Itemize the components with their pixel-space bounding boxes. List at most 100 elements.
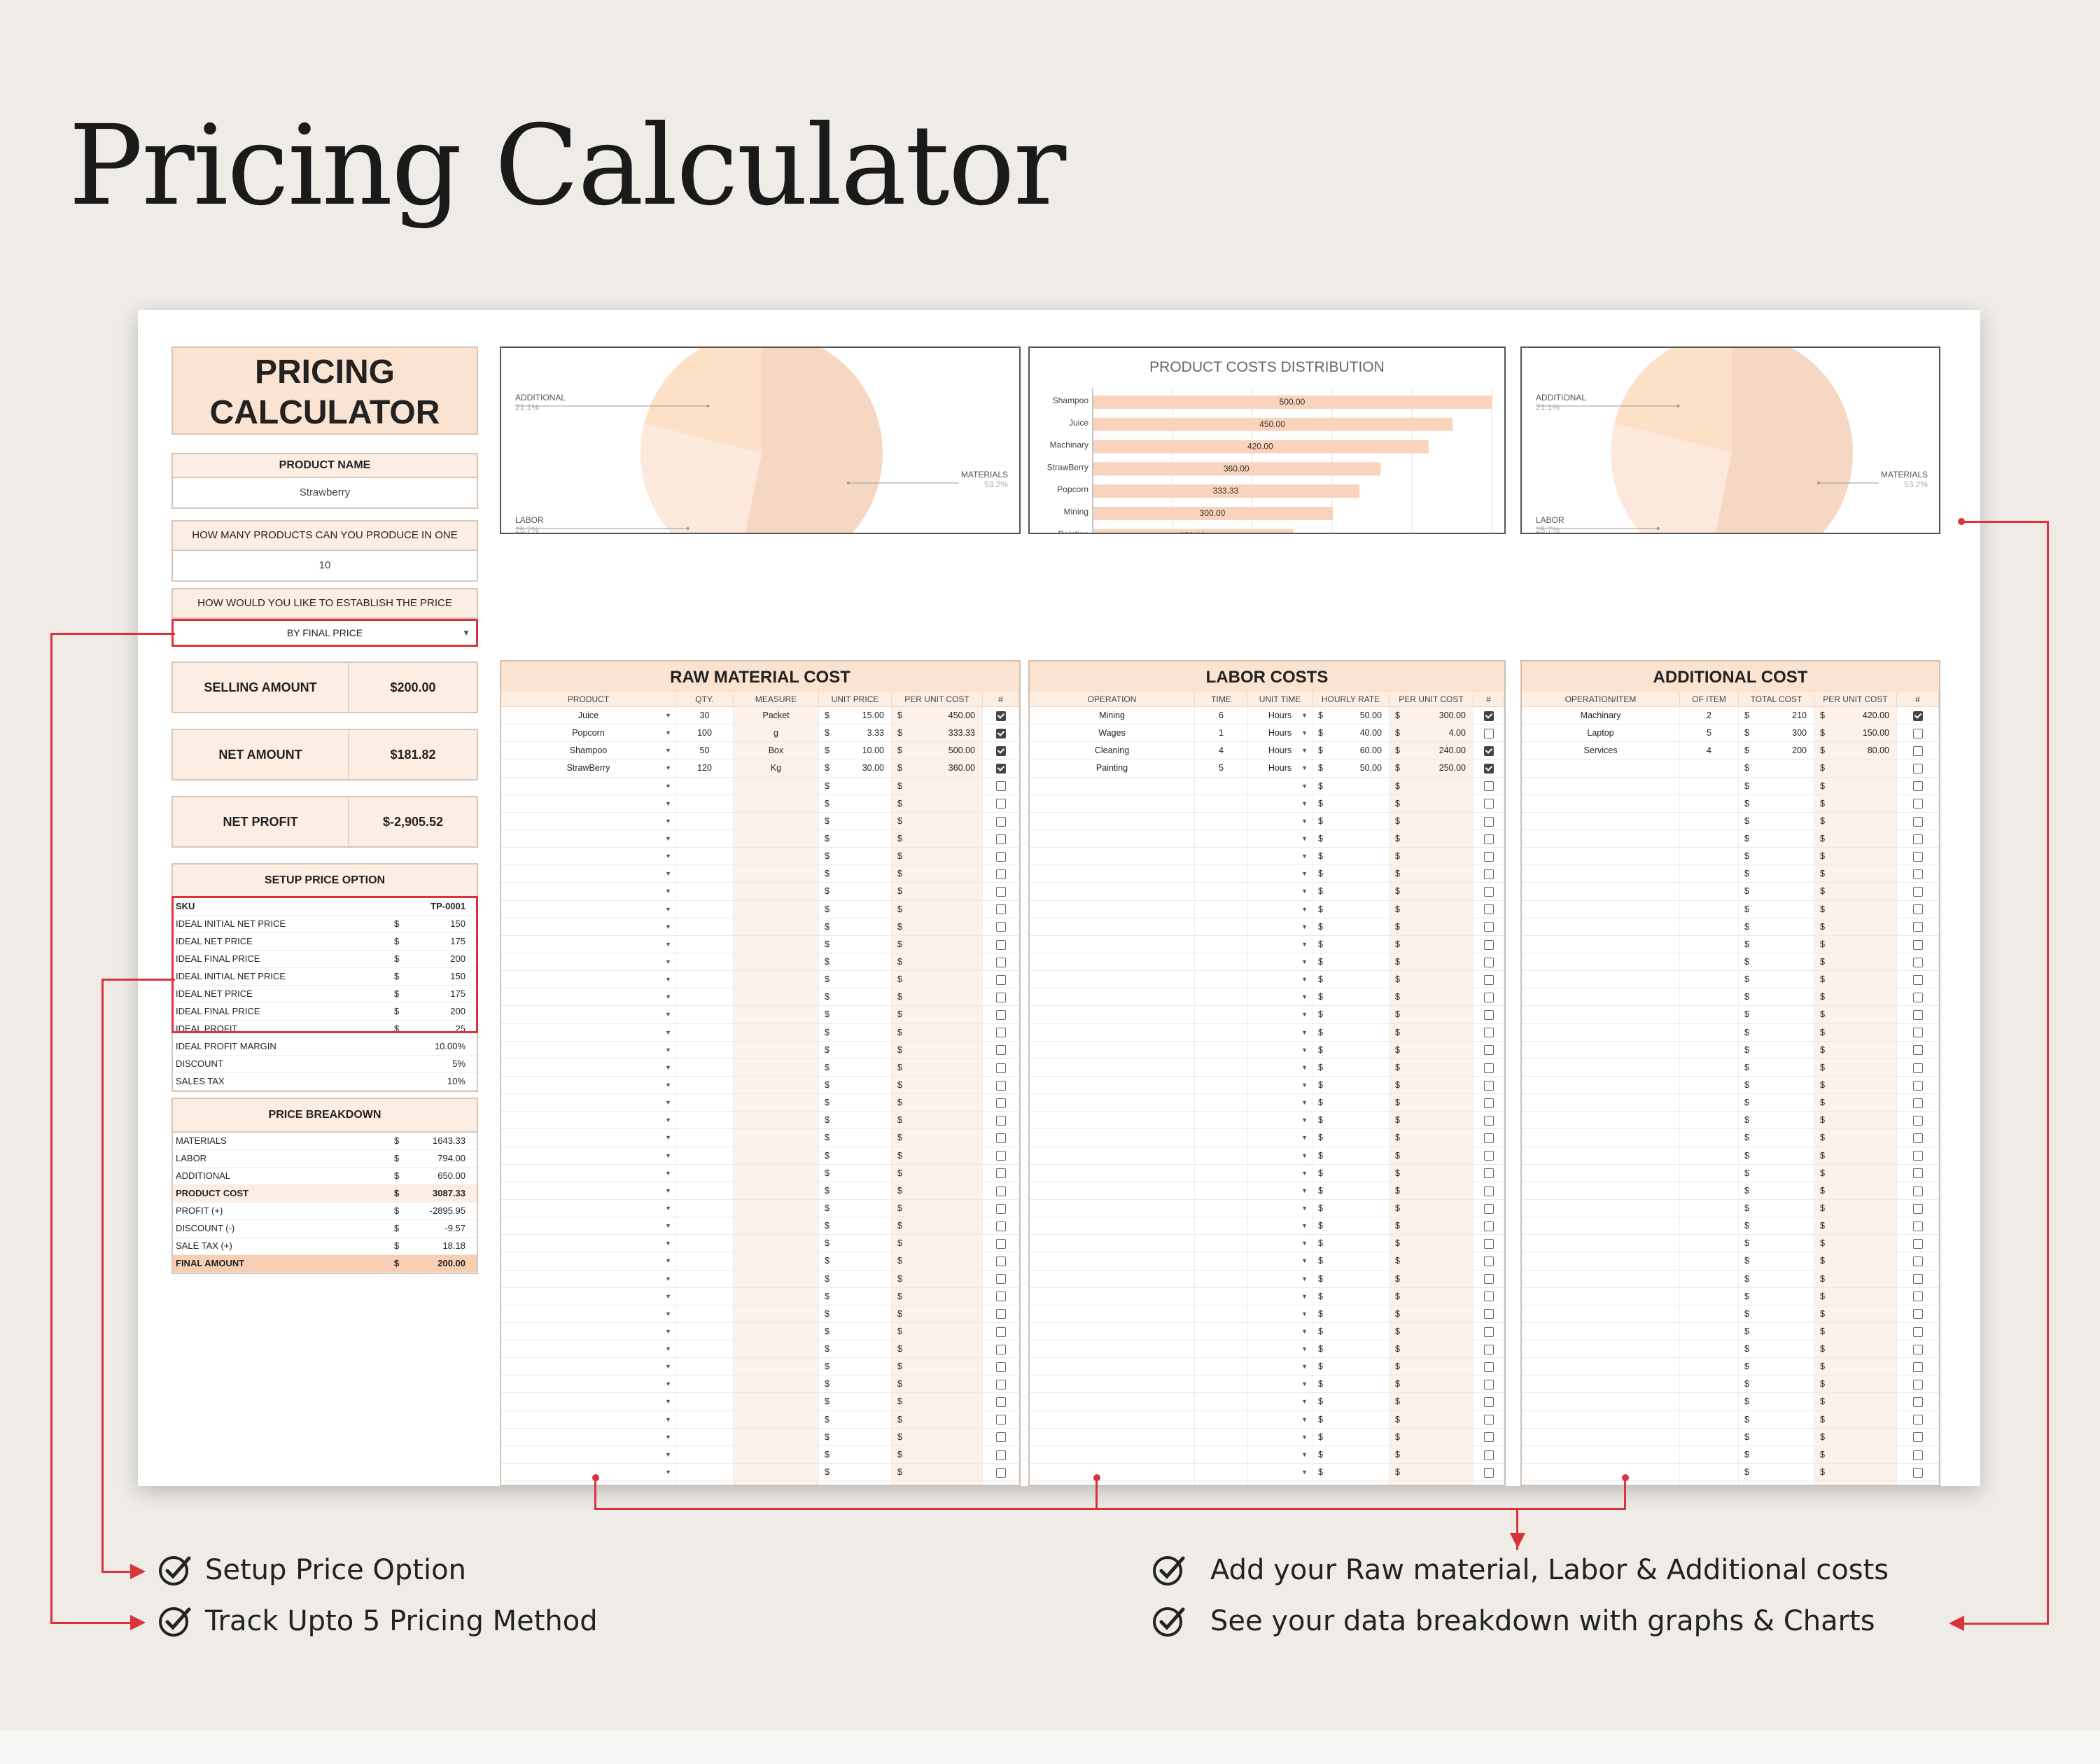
per-unit-cost-cell[interactable]: $ — [1390, 1270, 1474, 1287]
checkbox-cell[interactable] — [1897, 1481, 1939, 1485]
hourly-rate-cell[interactable]: $ — [1312, 1006, 1390, 1023]
unit-time-select[interactable]: ▼ — [1248, 1481, 1312, 1485]
operation-cell[interactable] — [1030, 1217, 1195, 1235]
checkbox-cell[interactable] — [1474, 865, 1504, 883]
checkbox-checked[interactable] — [995, 728, 1006, 738]
per-unit-cost-cell[interactable]: $ — [1390, 865, 1474, 883]
checkbox-cell[interactable] — [1897, 742, 1939, 760]
checkbox[interactable] — [995, 1010, 1006, 1021]
unit-price-cell[interactable]: $ — [819, 1006, 892, 1023]
total-cost-cell[interactable]: $ — [1739, 1182, 1814, 1199]
per-unit-cost-cell[interactable]: $ — [892, 830, 983, 848]
checkbox-cell[interactable] — [983, 1076, 1019, 1094]
checkbox[interactable] — [1483, 1397, 1494, 1408]
checkbox-cell[interactable] — [1897, 794, 1939, 812]
checkbox-cell[interactable] — [1897, 900, 1939, 918]
count-cell[interactable] — [1680, 1023, 1739, 1041]
measure-cell[interactable] — [734, 1199, 819, 1217]
time-cell[interactable] — [1195, 988, 1248, 1006]
per-unit-cost-cell[interactable]: $ — [1814, 1270, 1897, 1287]
unit-time-select[interactable]: Hours ▼ — [1248, 707, 1312, 724]
checkbox[interactable] — [1912, 1380, 1923, 1390]
per-unit-cost-cell[interactable]: $ — [892, 1164, 983, 1182]
hourly-rate-cell[interactable]: $ — [1312, 865, 1390, 883]
time-cell[interactable] — [1195, 1322, 1248, 1340]
per-unit-cost-cell[interactable]: $ — [892, 953, 983, 971]
checkbox-cell[interactable] — [983, 1006, 1019, 1023]
checkbox-cell[interactable] — [1897, 1428, 1939, 1446]
hourly-rate-cell[interactable]: $ — [1312, 918, 1390, 935]
row-value[interactable]: 650.00 — [438, 1170, 465, 1181]
operation-cell[interactable] — [1030, 953, 1195, 971]
unit-price-cell[interactable]: $ — [819, 830, 892, 848]
unit-price-cell[interactable]: $ — [819, 794, 892, 812]
unit-time-select[interactable]: ▼ — [1248, 1322, 1312, 1340]
unit-time-select[interactable]: ▼ — [1248, 1006, 1312, 1023]
per-unit-cost-cell[interactable]: $ — [1390, 1217, 1474, 1235]
item-cell[interactable] — [1522, 1041, 1680, 1058]
count-cell[interactable] — [1680, 1287, 1739, 1305]
checkbox-cell[interactable] — [1474, 1182, 1504, 1199]
total-cost-cell[interactable]: $ — [1739, 1322, 1814, 1340]
measure-cell[interactable] — [734, 1217, 819, 1235]
item-cell[interactable] — [1522, 1305, 1680, 1322]
operation-cell[interactable]: Mining — [1030, 707, 1195, 724]
total-cost-cell[interactable]: $ — [1739, 1446, 1814, 1464]
checkbox-cell[interactable] — [983, 1270, 1019, 1287]
checkbox-cell[interactable] — [983, 1481, 1019, 1485]
checkbox[interactable] — [1483, 1467, 1494, 1478]
count-cell[interactable] — [1680, 777, 1739, 794]
checkbox[interactable] — [995, 922, 1006, 932]
item-cell[interactable] — [1522, 1340, 1680, 1358]
hourly-rate-cell[interactable]: $ — [1312, 971, 1390, 988]
hourly-rate-cell[interactable]: $ — [1312, 1270, 1390, 1287]
unit-price-cell[interactable]: $ — [819, 883, 892, 900]
total-cost-cell[interactable]: $ — [1739, 1270, 1814, 1287]
operation-cell[interactable] — [1030, 1428, 1195, 1446]
checkbox[interactable] — [1912, 834, 1923, 844]
checkbox[interactable] — [1912, 1010, 1923, 1021]
per-unit-cost-cell[interactable]: $ — [1814, 865, 1897, 883]
per-unit-cost-cell[interactable]: $ — [1814, 1410, 1897, 1428]
per-unit-cost-cell[interactable]: $ — [1390, 935, 1474, 953]
total-cost-cell[interactable]: $ — [1739, 1235, 1814, 1252]
count-cell[interactable] — [1680, 1340, 1739, 1358]
checkbox[interactable] — [1912, 1292, 1923, 1302]
total-cost-cell[interactable]: $ — [1739, 1305, 1814, 1322]
checkbox-cell[interactable] — [983, 1376, 1019, 1393]
checkbox-cell[interactable] — [983, 830, 1019, 848]
product-select[interactable]: ▼ — [501, 900, 676, 918]
checkbox[interactable] — [995, 1133, 1006, 1144]
operation-cell[interactable] — [1030, 971, 1195, 988]
checkbox-cell[interactable] — [983, 1182, 1019, 1199]
checkbox[interactable] — [1912, 746, 1923, 756]
operation-cell[interactable] — [1030, 1147, 1195, 1164]
per-unit-cost-cell[interactable]: $ — [1390, 777, 1474, 794]
checkbox-checked[interactable] — [1483, 746, 1494, 756]
checkbox-cell[interactable] — [1897, 935, 1939, 953]
checkbox-cell[interactable] — [983, 1322, 1019, 1340]
operation-cell[interactable] — [1030, 777, 1195, 794]
time-cell[interactable] — [1195, 865, 1248, 883]
qty-cell[interactable] — [676, 777, 734, 794]
product-select[interactable]: ▼ — [501, 848, 676, 865]
measure-cell[interactable] — [734, 1358, 819, 1376]
per-unit-cost-cell[interactable]: $ — [1814, 1129, 1897, 1147]
checkbox[interactable] — [995, 1045, 1006, 1056]
per-unit-cost-cell[interactable]: $ — [892, 1112, 983, 1129]
checkbox[interactable] — [995, 1450, 1006, 1460]
row-value[interactable]: -2895.95 — [429, 1205, 465, 1216]
checkbox-checked[interactable] — [1483, 764, 1494, 774]
unit-price-cell[interactable]: $ — [819, 1340, 892, 1358]
checkbox[interactable] — [1912, 1397, 1923, 1408]
qty-cell[interactable] — [676, 1076, 734, 1094]
checkbox-checked[interactable] — [995, 710, 1006, 721]
total-cost-cell[interactable]: $ — [1739, 1376, 1814, 1393]
unit-time-select[interactable]: ▼ — [1248, 1410, 1312, 1428]
checkbox-cell[interactable] — [1474, 830, 1504, 848]
checkbox-cell[interactable] — [1474, 1076, 1504, 1094]
checkbox[interactable] — [1912, 1415, 1923, 1425]
time-cell[interactable] — [1195, 1164, 1248, 1182]
unit-time-select[interactable]: ▼ — [1248, 1428, 1312, 1446]
checkbox[interactable] — [1912, 1115, 1923, 1126]
